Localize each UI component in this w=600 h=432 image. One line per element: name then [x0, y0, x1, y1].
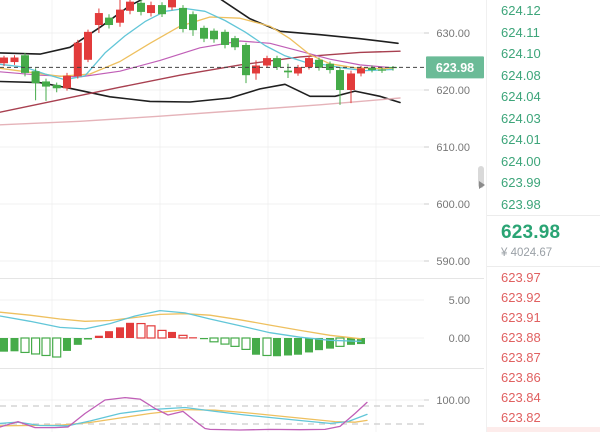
- svg-text:623.98: 623.98: [436, 61, 474, 75]
- bid-price-row[interactable]: 623.91: [487, 307, 600, 327]
- ask-price-row[interactable]: 624.01: [487, 129, 600, 151]
- bid-price-list: 623.97 623.92 623.91 623.88 623.87 623.8…: [487, 267, 600, 432]
- ask-price-row[interactable]: 624.03: [487, 108, 600, 130]
- bid-price-row[interactable]: 623.80: [487, 427, 600, 432]
- bid-price: 623.82: [501, 409, 541, 425]
- svg-text:590.00: 590.00: [436, 256, 470, 268]
- ask-price-row[interactable]: 624.11: [487, 22, 600, 44]
- last-price-tag: 623.98: [426, 56, 484, 79]
- ask-price: 624.08: [501, 67, 541, 83]
- bid-price-row[interactable]: 623.92: [487, 287, 600, 307]
- price-pane: [0, 0, 401, 126]
- bid-price-row[interactable]: 623.97: [487, 267, 600, 287]
- ask-price: 624.03: [501, 110, 541, 126]
- bid-price-row[interactable]: 623.86: [487, 367, 600, 387]
- bid-price-row[interactable]: 623.88: [487, 327, 600, 347]
- bid-price: 623.97: [501, 269, 541, 285]
- ask-price-row[interactable]: 623.99: [487, 172, 600, 194]
- panel-collapse-handle[interactable]: [478, 166, 485, 189]
- ask-price-list: 624.12 624.11 624.10 624.08 624.04 624.0…: [487, 0, 600, 215]
- bid-price-row[interactable]: 623.87: [487, 347, 600, 367]
- bid-price: 623.87: [501, 349, 541, 365]
- svg-text:630.00: 630.00: [436, 28, 470, 40]
- bid-price: 623.84: [501, 389, 541, 405]
- order-book-panel: 624.12 624.11 624.10 624.08 624.04 624.0…: [486, 0, 600, 432]
- bid-price-row[interactable]: 623.82: [487, 407, 600, 427]
- ask-price: 624.11: [501, 24, 540, 40]
- bid-price: 623.86: [501, 369, 541, 385]
- bid-price: 623.91: [501, 309, 541, 325]
- ask-price: 624.10: [501, 46, 541, 62]
- ask-price: 623.99: [501, 175, 541, 191]
- ask-price: 624.01: [501, 132, 541, 148]
- ask-price-row[interactable]: 624.00: [487, 151, 600, 173]
- ask-price: 623.98: [501, 196, 541, 212]
- current-price: 623.98: [501, 222, 561, 243]
- macd-pane: [0, 309, 365, 358]
- ask-price-row[interactable]: 624.10: [487, 43, 600, 65]
- svg-text:5.00: 5.00: [449, 295, 470, 307]
- ask-price: 624.12: [501, 3, 541, 19]
- svg-text:0.00: 0.00: [449, 333, 470, 345]
- svg-text:610.00: 610.00: [436, 142, 470, 154]
- price-chart[interactable]: 630.00 620.00 610.00 600.00 590.00 5.00 0.00 10…: [0, 0, 486, 432]
- ask-price: 624.00: [501, 153, 541, 169]
- bid-price: 623.92: [501, 289, 541, 305]
- svg-text:600.00: 600.00: [436, 199, 470, 211]
- chevron-right-icon: [479, 181, 485, 189]
- kdj-pane: [0, 396, 368, 431]
- bid-price: 623.80: [501, 430, 541, 432]
- svg-text:620.00: 620.00: [436, 85, 470, 97]
- ask-price: 624.04: [501, 89, 541, 105]
- bid-price-row[interactable]: 623.84: [487, 387, 600, 407]
- ask-price-row[interactable]: 624.08: [487, 65, 600, 87]
- current-price-cny: ¥ 4024.67: [501, 247, 553, 259]
- svg-text:100.00: 100.00: [436, 395, 470, 407]
- ask-price-row[interactable]: 624.04: [487, 86, 600, 108]
- ask-price-row[interactable]: 624.12: [487, 0, 600, 22]
- current-price-block: 623.98 ¥ 4024.67: [487, 215, 600, 267]
- ask-price-row[interactable]: 623.98: [487, 194, 600, 216]
- bid-price: 623.88: [501, 329, 541, 345]
